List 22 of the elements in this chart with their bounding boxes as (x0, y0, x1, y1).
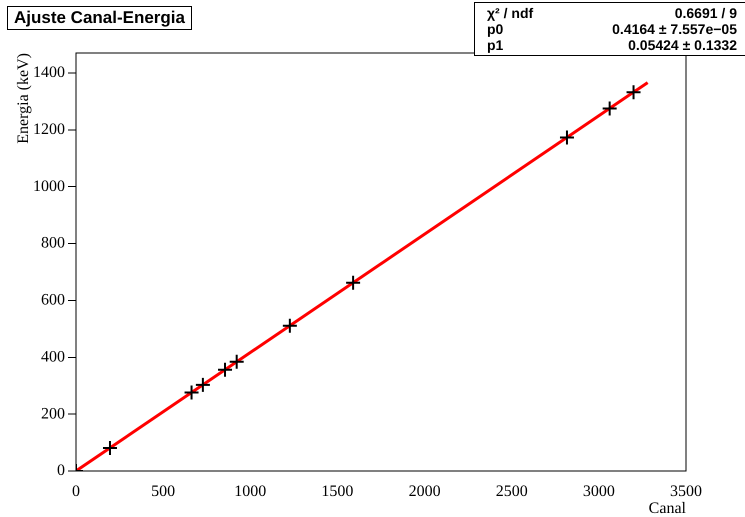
x-tick-label: 3500 (670, 482, 702, 500)
text: p0 0.4164 ± 7.557e−05 (487, 21, 737, 37)
y-tick-label: 600 (41, 292, 65, 309)
x-axis-title: Canal (648, 500, 687, 517)
y-tick-label: 0 (57, 462, 65, 480)
x-tick-label: 2000 (408, 482, 441, 500)
x-tick-label: 500 (151, 482, 176, 500)
y-tick-label: 1200 (33, 120, 65, 138)
text: χ² / ndf 0.6691 / 9 (487, 5, 737, 21)
x-tick-label: 1500 (321, 482, 354, 500)
x-tick-label: 3000 (582, 482, 615, 500)
x-tick-label: 2500 (496, 482, 528, 500)
chart-title: Ajuste Canal-Energia (7, 6, 192, 30)
y-tick-label: 200 (41, 405, 65, 422)
y-tick-label: 1000 (33, 178, 65, 195)
x-tick-label: 1000 (234, 482, 266, 500)
text: p1 0.05424 ± 0.1332 (487, 37, 737, 53)
y-axis-title: Energia (keV) (15, 53, 32, 144)
y-tick-label: 400 (41, 348, 65, 366)
y-tick-label: 1400 (33, 64, 65, 82)
x-tick-label: 0 (72, 482, 80, 500)
y-tick-label: 800 (41, 234, 65, 252)
